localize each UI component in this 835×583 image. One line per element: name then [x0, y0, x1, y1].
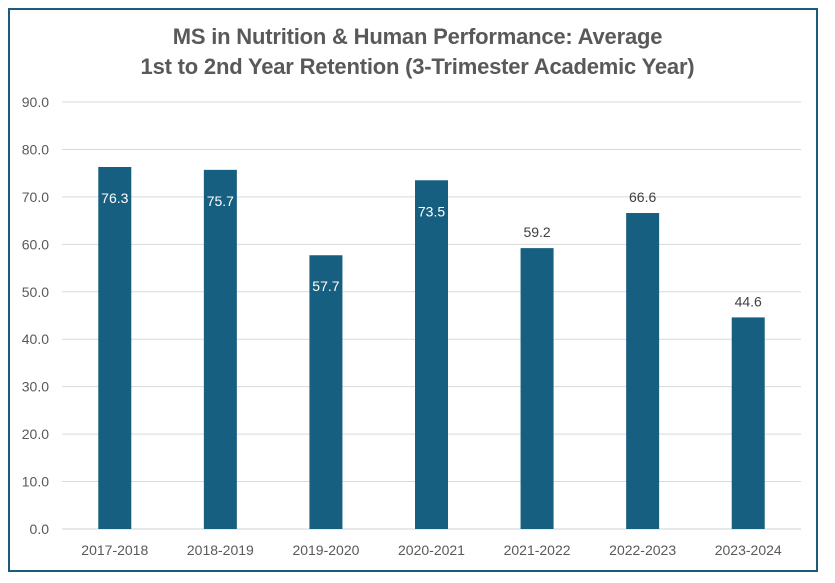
- x-category-label: 2021-2022: [504, 542, 571, 558]
- data-label: 73.5: [418, 203, 445, 219]
- y-tick-label: 20.0: [22, 426, 49, 442]
- x-category-label: 2018-2019: [187, 542, 254, 558]
- x-category-label: 2017-2018: [81, 542, 148, 558]
- bar: [415, 180, 448, 530]
- chart-title: MS in Nutrition & Human Performance: Ave…: [0, 22, 835, 82]
- bar: [520, 248, 554, 529]
- x-category-label: 2019-2020: [292, 542, 359, 558]
- y-axis-ticks: 0.0 10.0 20.0 30.0 40.0 50.0 60.0 70.0 80.0 90.0: [22, 94, 49, 537]
- bar: [626, 213, 660, 529]
- bar: [203, 169, 237, 529]
- bar: [309, 255, 343, 530]
- x-category-label: 2020-2021: [398, 542, 465, 558]
- chart-title-line-2: 1st to 2nd Year Retention (3-Trimester A…: [140, 54, 695, 79]
- y-tick-label: 80.0: [22, 141, 49, 157]
- y-tick-label: 30.0: [22, 379, 49, 395]
- y-tick-label: 70.0: [22, 189, 49, 205]
- y-tick-label: 50.0: [22, 284, 49, 300]
- y-tick-label: 0.0: [30, 521, 50, 537]
- bars: [98, 166, 765, 530]
- data-labels: 76.3 75.7 57.7 73.5 59.2 66.6 44.6: [101, 189, 762, 309]
- y-tick-label: 60.0: [22, 236, 49, 252]
- bar: [731, 317, 765, 529]
- y-tick-label: 40.0: [22, 331, 49, 347]
- data-label: 44.6: [735, 293, 762, 309]
- y-tick-label: 90.0: [22, 94, 49, 110]
- data-label: 57.7: [312, 278, 339, 294]
- chart-title-line-1: MS in Nutrition & Human Performance: Ave…: [172, 24, 663, 49]
- bar: [98, 166, 132, 529]
- x-category-label: 2022-2023: [609, 542, 676, 558]
- data-label: 59.2: [523, 224, 550, 240]
- x-axis-categories: 2017-2018 2018-2019 2019-2020 2020-2021 2021…: [81, 542, 782, 558]
- data-label: 76.3: [101, 190, 128, 206]
- data-label: 66.6: [629, 189, 656, 205]
- y-tick-label: 10.0: [22, 474, 49, 490]
- x-category-label: 2023-2024: [715, 542, 782, 558]
- data-label: 75.7: [207, 193, 234, 209]
